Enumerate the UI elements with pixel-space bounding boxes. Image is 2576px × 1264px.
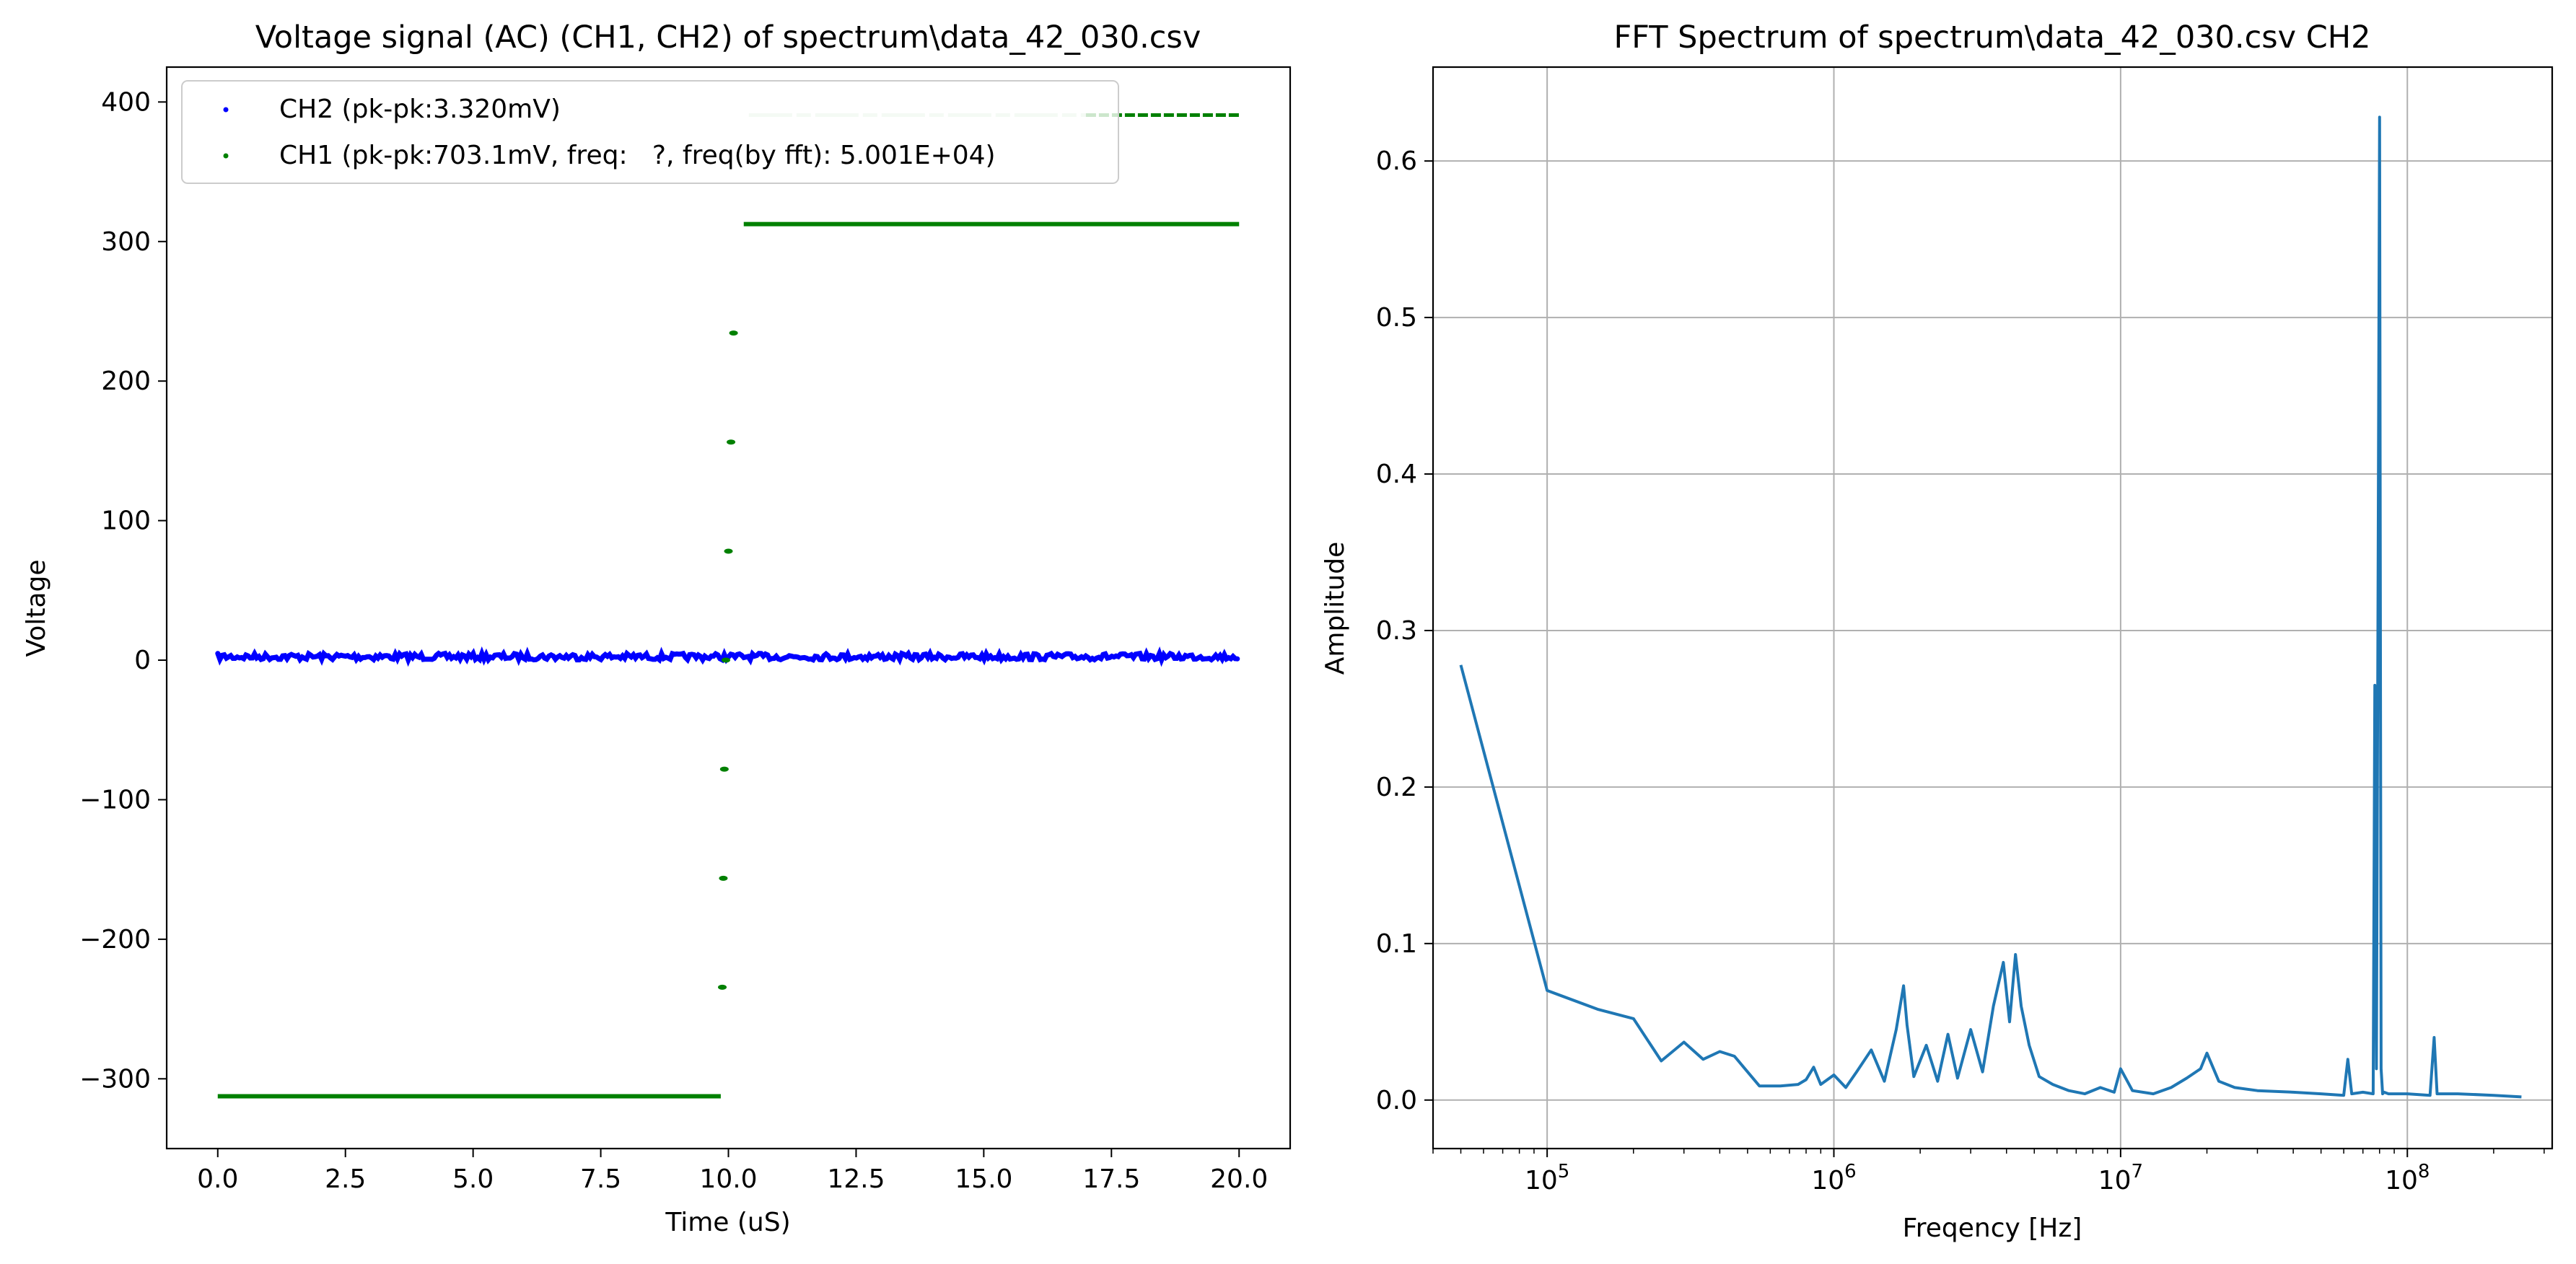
fft-plot-frame <box>1432 66 2554 1150</box>
y-tick-label: 0 <box>134 646 151 675</box>
x-tick-label: 12.5 <box>827 1164 885 1194</box>
y-tick-label: 200 <box>101 367 151 396</box>
x-tick-label: 2.5 <box>325 1164 366 1194</box>
legend-label-ch2: CH2 (pk-pk:3.320mV) <box>279 95 561 124</box>
voltage-plot-x-ticks: 0.0 2.5 5.0 7.5 10.0 12.5 15.0 17.5 20.0 <box>197 1149 1268 1194</box>
y-tick-label: 0.3 <box>1376 616 1417 646</box>
y-tick-label: −300 <box>79 1064 151 1094</box>
y-tick-label: 0.4 <box>1376 460 1417 489</box>
x-tick-label: 106 <box>1811 1161 1856 1195</box>
legend-marker-ch2 <box>223 107 229 113</box>
x-tick-label: 7.5 <box>580 1164 621 1194</box>
x-tick-label: 108 <box>2385 1161 2430 1195</box>
y-tick-label: 0.6 <box>1376 146 1417 176</box>
voltage-plot-y-ticks: −300 −200 −100 0 100 200 300 400 <box>79 87 167 1094</box>
ch1-transition-point <box>724 548 733 554</box>
voltage-signal-plot: Voltage signal (AC) (CH1, CH2) of spectr… <box>22 19 1292 1237</box>
x-tick-label: 20.0 <box>1210 1164 1268 1194</box>
y-tick-label: 300 <box>101 227 151 257</box>
fft-plot-grid <box>1433 67 2552 1149</box>
fft-plot-x-ticks: 105 106 107 108 <box>1432 1149 2545 1195</box>
ch1-transition-point <box>719 766 729 772</box>
y-tick-label: −100 <box>79 785 151 815</box>
fft-plot-data <box>1459 115 2522 1099</box>
fft-spectrum-plot: FFT Spectrum of spectrum\data_42_030.csv… <box>1320 19 2554 1243</box>
x-tick-label: 107 <box>2098 1161 2143 1195</box>
y-tick-label: −200 <box>79 925 151 954</box>
y-tick-label: 0.1 <box>1376 929 1417 959</box>
voltage-plot-x-axis-label: Time (uS) <box>665 1208 790 1237</box>
ch1-transition-point <box>729 330 738 336</box>
x-tick-label: 15.0 <box>955 1164 1012 1194</box>
x-tick-label: 105 <box>1525 1161 1569 1195</box>
legend-box <box>181 80 1119 184</box>
x-tick-label: 10.0 <box>699 1164 757 1194</box>
fft-spectrum-line <box>1459 115 2522 1099</box>
voltage-plot-y-axis-label: Voltage <box>22 559 51 657</box>
y-tick-label: 0.5 <box>1376 303 1417 333</box>
fft-plot-x-axis-label: Freqency [Hz] <box>1903 1213 2082 1243</box>
voltage-plot-title: Voltage signal (AC) (CH1, CH2) of spectr… <box>255 19 1201 56</box>
ch1-transition-point <box>727 439 736 445</box>
y-tick-label: 100 <box>101 506 151 536</box>
y-tick-label: 0.0 <box>1376 1086 1417 1115</box>
x-tick-label: 0.0 <box>197 1164 238 1194</box>
y-tick-label: 400 <box>101 87 151 117</box>
ch1-transition-point <box>718 984 727 990</box>
ch1-transition-point <box>721 657 730 663</box>
x-tick-label: 5.0 <box>452 1164 494 1194</box>
x-tick-label: 17.5 <box>1082 1164 1140 1194</box>
fft-plot-y-axis-label: Amplitude <box>1320 542 1350 675</box>
voltage-plot-legend: CH2 (pk-pk:3.320mV) CH1 (pk-pk:703.1mV, … <box>181 80 1119 184</box>
legend-label-ch1: CH1 (pk-pk:703.1mV, freq: ?, freq(by fft… <box>279 141 996 170</box>
ch1-transition-point <box>719 875 728 881</box>
y-tick-label: 0.2 <box>1376 773 1417 802</box>
fft-plot-title: FFT Spectrum of spectrum\data_42_030.csv… <box>1614 19 2371 56</box>
fft-plot-y-ticks: 0.0 0.1 0.2 0.3 0.4 0.5 0.6 <box>1376 146 1433 1115</box>
legend-marker-ch1 <box>223 153 229 159</box>
